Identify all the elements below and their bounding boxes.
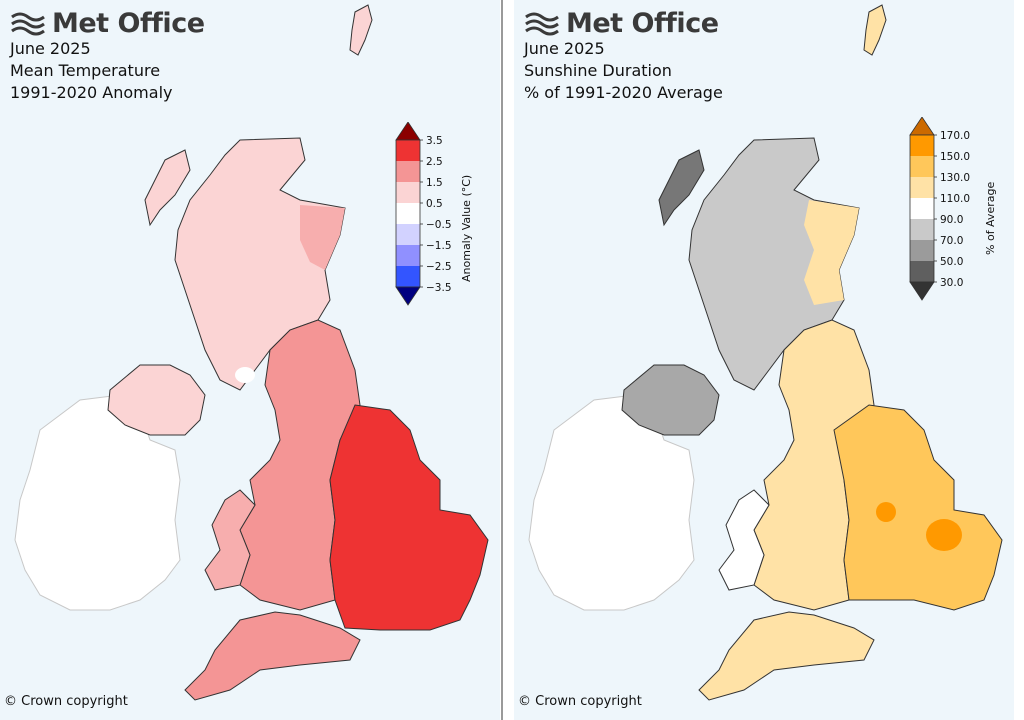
sunshine-colorbar-tick-label: 130.0	[940, 172, 970, 184]
temperature-legend-title: Anomaly Value (°C)	[460, 174, 473, 282]
sunshine-colorbar-under-triangle	[909, 281, 935, 301]
sunshine-colorbar-tick-label: 90.0	[940, 214, 963, 226]
sunshine-colorbar: 170.0 150.0 130.0 110.0 90.0 70.0 50.0 30.0	[909, 116, 970, 301]
temperature-colorbar-bin	[396, 266, 420, 287]
scotland-east-region	[300, 205, 345, 270]
shetland-region	[349, 4, 373, 56]
sunshine-colorbar-bin	[910, 156, 934, 177]
map-month: June 2025	[524, 39, 605, 58]
hebrides-region	[144, 149, 191, 227]
sunshine-colorbar-tick-label: 170.0	[940, 130, 970, 142]
map-variable: Sunshine Duration	[524, 61, 672, 80]
temperature-anomaly-map	[14, 4, 489, 701]
sunshine-duration-map	[528, 4, 1003, 701]
temperature-colorbar-tick-label: −2.5	[426, 261, 452, 273]
copyright-notice: © Crown copyright	[518, 694, 642, 709]
scotland-west-region	[688, 137, 860, 391]
sunshine-colorbar-tick-label: 50.0	[940, 256, 963, 268]
met-office-wave-icon	[525, 12, 559, 35]
temperature-colorbar-bin	[396, 203, 420, 224]
north-england-region	[753, 319, 875, 611]
copyright-notice: © Crown copyright	[4, 694, 128, 709]
sunshine-colorbar-tick-label: 70.0	[940, 235, 963, 247]
temperature-colorbar-bin	[396, 182, 420, 203]
temperature-colorbar-tick-label: −0.5	[426, 219, 452, 231]
sunshine-colorbar-tick-label: 150.0	[940, 151, 970, 163]
map-title-block: June 2025 Mean Temperature 1991-2020 Ano…	[10, 38, 172, 104]
northern-ireland-region	[107, 364, 206, 436]
map-period: % of 1991-2020 Average	[524, 83, 723, 102]
temperature-colorbar-tick-label: −3.5	[426, 282, 452, 294]
temperature-colorbar-under-triangle	[395, 286, 421, 306]
england-west-region	[239, 319, 361, 611]
hebrides-region	[658, 149, 705, 227]
temperature-colorbar-over-triangle	[395, 121, 421, 141]
midlands-region	[833, 404, 1003, 611]
map-title-block: June 2025 Sunshine Duration % of 1991-20…	[524, 38, 723, 104]
sunshine-colorbar-bin	[910, 240, 934, 261]
wales-region	[204, 489, 256, 591]
sunshine-legend-title: % of Average	[984, 181, 997, 255]
temperature-map-panel: Met Office June 2025 Mean Temperature 19…	[0, 0, 500, 720]
temperature-colorbar-bin	[396, 161, 420, 182]
wales-region	[718, 489, 770, 591]
sunshine-colorbar-bin	[910, 177, 934, 198]
cool-spot-region	[235, 367, 255, 383]
east-england-region	[329, 404, 489, 631]
brand-name: Met Office	[566, 8, 719, 39]
sunshine-colorbar-bin	[910, 219, 934, 240]
sunshine-legend: 170.0 150.0 130.0 110.0 90.0 70.0 50.0 30.0	[906, 116, 976, 311]
sunshine-colorbar-bin	[910, 198, 934, 219]
sunshine-colorbar-tick-label: 110.0	[940, 193, 970, 205]
temperature-colorbar: 3.5 2.5 1.5 0.5 −0.5 −1.5 −2.5 −3.5	[395, 121, 452, 306]
panel-divider	[501, 0, 503, 720]
temperature-colorbar-tick-label: 1.5	[426, 177, 443, 189]
sunshine-colorbar-bin	[910, 135, 934, 156]
temperature-colorbar-tick-label: 3.5	[426, 135, 443, 147]
met-office-logo: Met Office	[524, 8, 719, 39]
map-variable: Mean Temperature	[10, 61, 161, 80]
temperature-colorbar-bin	[396, 245, 420, 266]
midlands-sunshine-hotspot	[876, 502, 896, 522]
scotland-region	[174, 137, 346, 391]
scotland-east-region	[804, 200, 859, 305]
map-period: 1991-2020 Anomaly	[10, 83, 173, 102]
sunshine-colorbar-bin	[910, 261, 934, 282]
temperature-colorbar-tick-label: −1.5	[426, 240, 452, 252]
east-sunshine-hotspot	[926, 519, 962, 551]
sunshine-map-panel: Met Office June 2025 Sunshine Duration %…	[514, 0, 1014, 720]
temperature-legend: 3.5 2.5 1.5 0.5 −0.5 −1.5 −2.5 −3.5	[392, 121, 462, 316]
south-west-region	[698, 611, 875, 701]
met-office-wave-icon	[11, 12, 45, 35]
sunshine-colorbar-tick-label: 30.0	[940, 277, 963, 289]
map-month: June 2025	[10, 39, 91, 58]
south-west-region	[184, 611, 361, 701]
shetland-region	[863, 4, 887, 56]
temperature-colorbar-bin	[396, 224, 420, 245]
northern-ireland-region	[621, 364, 720, 436]
met-office-logo: Met Office	[10, 8, 205, 39]
sunshine-colorbar-over-triangle	[909, 116, 935, 136]
temperature-colorbar-tick-label: 2.5	[426, 156, 443, 168]
brand-name: Met Office	[52, 8, 205, 39]
temperature-colorbar-bin	[396, 140, 420, 161]
temperature-colorbar-tick-label: 0.5	[426, 198, 443, 210]
